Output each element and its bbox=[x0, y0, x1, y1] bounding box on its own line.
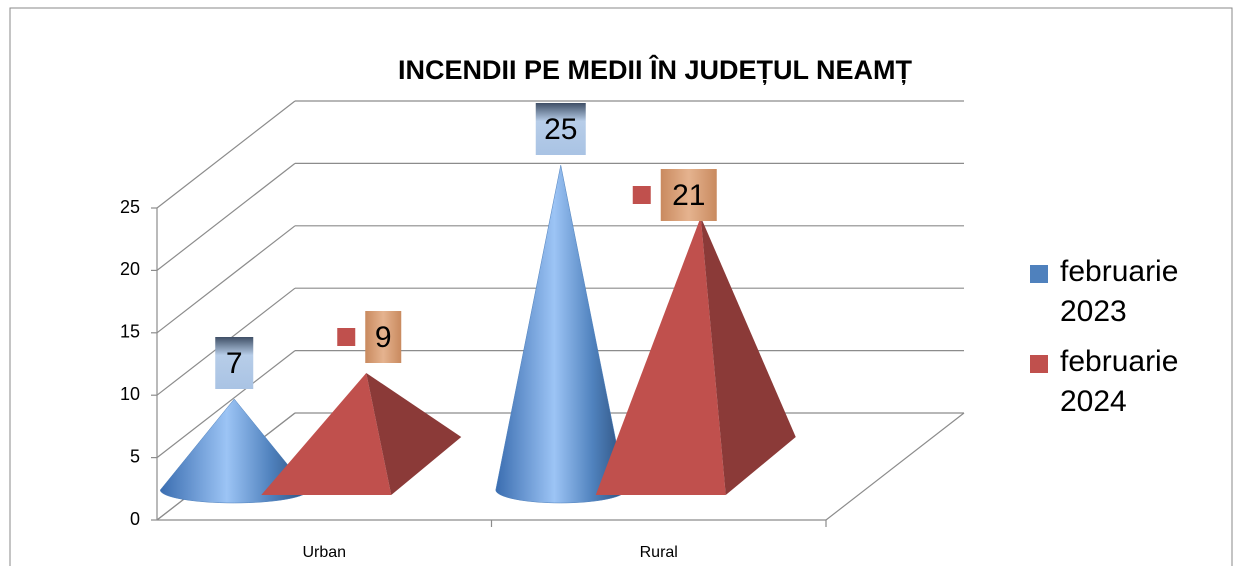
pyramid bbox=[595, 217, 796, 495]
y-tick-label: 10 bbox=[120, 384, 140, 404]
data-label: 7 bbox=[226, 347, 243, 380]
data-label-key bbox=[337, 328, 356, 346]
pyramid-side bbox=[366, 373, 462, 495]
floor-edge bbox=[825, 412, 965, 521]
x-tick-label: Urban bbox=[302, 544, 346, 561]
grid-line bbox=[156, 350, 296, 459]
cone bbox=[495, 164, 627, 504]
data-label-box bbox=[365, 311, 402, 363]
data-label-box bbox=[535, 103, 586, 155]
pyramid-side bbox=[700, 217, 796, 495]
y-tick-label: 0 bbox=[130, 509, 140, 529]
legend-key bbox=[1030, 355, 1048, 373]
data-label-box bbox=[660, 169, 717, 221]
data-label-box bbox=[215, 337, 254, 389]
grid-line bbox=[156, 100, 296, 209]
y-tick-label: 15 bbox=[120, 322, 140, 342]
y-tick-label: 5 bbox=[130, 446, 140, 466]
grid-line bbox=[156, 225, 296, 334]
y-tick-label: 25 bbox=[120, 197, 140, 217]
pyramid-front bbox=[261, 373, 392, 495]
pyramid bbox=[261, 373, 462, 495]
chart-border bbox=[9, 7, 1233, 566]
data-label: 9 bbox=[375, 321, 392, 354]
data-label-key bbox=[632, 186, 651, 204]
pyramid-front bbox=[595, 217, 726, 495]
data-label: 25 bbox=[544, 113, 577, 146]
chart-title: INCENDII PE MEDII ÎN JUDEȚUL NEAMȚ bbox=[398, 54, 913, 85]
grid-line bbox=[156, 162, 296, 271]
data-label: 21 bbox=[672, 179, 705, 212]
y-tick-label: 20 bbox=[120, 259, 140, 279]
legend-label: februarie 2024 bbox=[1060, 345, 1179, 418]
legend-key bbox=[1030, 265, 1048, 283]
x-tick-label: Rural bbox=[640, 544, 678, 561]
legend-label: februarie 2023 bbox=[1060, 255, 1179, 328]
